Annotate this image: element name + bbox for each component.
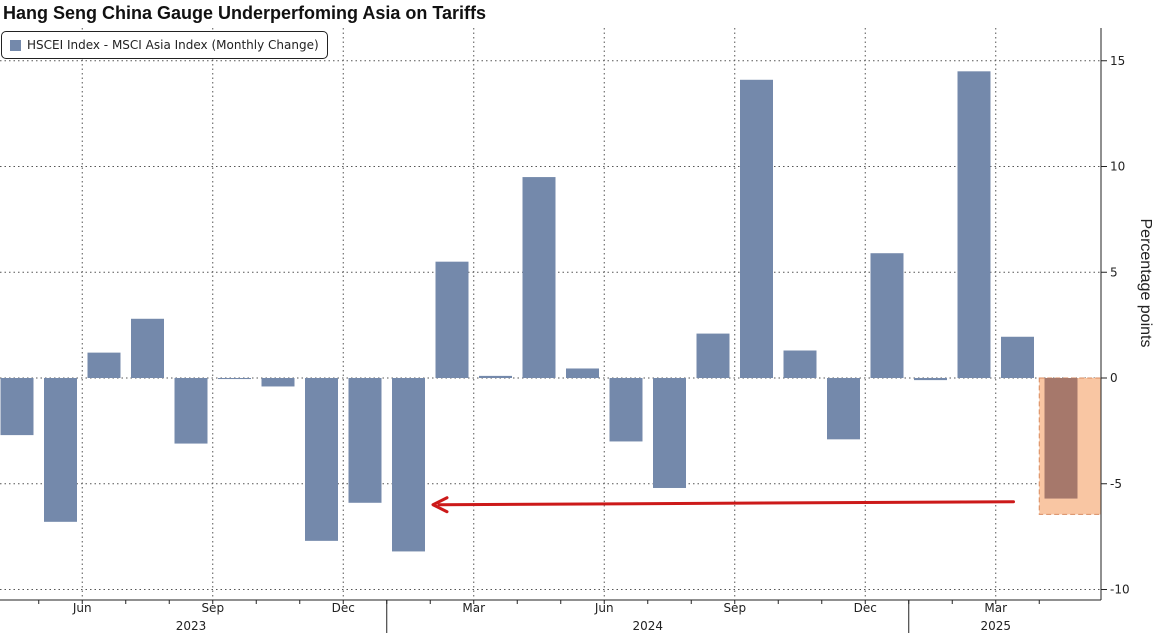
bar-2024-08 bbox=[696, 333, 730, 378]
bar-2024-10 bbox=[783, 350, 817, 378]
bar-2025-02 bbox=[957, 71, 991, 378]
x-year-label: 2024 bbox=[632, 619, 663, 633]
legend-swatch bbox=[10, 39, 21, 51]
y-axis: 15 10 5 0 -5 -10 Percentage points bbox=[1100, 28, 1154, 600]
bar-2023-07 bbox=[131, 318, 164, 378]
x-month-label: Jun bbox=[72, 601, 92, 615]
bar-2024-11 bbox=[827, 378, 860, 440]
y-tick-label: 5 bbox=[1110, 265, 1118, 279]
bar-2023-09 bbox=[218, 378, 251, 380]
y-tick-label: -10 bbox=[1110, 583, 1130, 597]
bar-2023-08 bbox=[174, 378, 208, 444]
chart-title: Hang Seng China Gauge Underperfoming Asi… bbox=[3, 3, 487, 23]
x-month-label: Mar bbox=[462, 601, 485, 615]
x-axis: Jun Sep Dec Mar Jun Sep Dec Mar 2023 2024 2025 bbox=[0, 599, 1101, 633]
bar-2024-09 bbox=[740, 79, 773, 378]
bar-2023-10 bbox=[261, 378, 295, 387]
bar-2024-01 bbox=[392, 378, 425, 552]
bar-2024-07 bbox=[653, 378, 686, 488]
bar-2024-02 bbox=[435, 261, 469, 378]
bar-2024-04 bbox=[522, 177, 556, 378]
bar-2025-04 bbox=[1044, 378, 1078, 499]
bar-2025-01 bbox=[914, 378, 947, 381]
y-tick-label: 10 bbox=[1110, 160, 1125, 174]
legend-label: HSCEI Index - MSCI Asia Index (Monthly C… bbox=[27, 38, 319, 52]
annotation-arrow-head bbox=[431, 496, 449, 514]
bar-2023-06 bbox=[87, 352, 121, 378]
bar-2024-12 bbox=[870, 253, 904, 378]
legend: HSCEI Index - MSCI Asia Index (Monthly C… bbox=[1, 31, 328, 59]
bar-2024-03 bbox=[479, 375, 512, 378]
x-month-label: Dec bbox=[332, 601, 355, 615]
x-year-label: 2023 bbox=[176, 619, 207, 633]
bar-2023-04 bbox=[0, 378, 34, 436]
x-month-label: Mar bbox=[984, 601, 1007, 615]
bar-2024-05 bbox=[566, 368, 599, 378]
bars bbox=[0, 71, 1078, 552]
y-axis-label: Percentage points bbox=[1137, 219, 1154, 348]
x-month-label: Sep bbox=[723, 601, 746, 615]
bar-2025-03 bbox=[1001, 336, 1034, 378]
x-year-label: 2025 bbox=[980, 619, 1011, 633]
bar-2023-11 bbox=[305, 378, 338, 541]
x-month-label: Sep bbox=[201, 601, 224, 615]
y-tick-label: 0 bbox=[1110, 371, 1118, 385]
x-month-label: Jun bbox=[594, 601, 614, 615]
bar-2023-12 bbox=[348, 378, 382, 503]
bar-2023-05 bbox=[44, 378, 77, 522]
y-tick-label: 15 bbox=[1110, 54, 1125, 68]
bar-2024-06 bbox=[609, 378, 643, 442]
x-month-label: Dec bbox=[854, 601, 877, 615]
y-tick-label: -5 bbox=[1110, 477, 1122, 491]
annotation-arrow-line bbox=[437, 500, 1015, 507]
annotation bbox=[431, 496, 1015, 514]
